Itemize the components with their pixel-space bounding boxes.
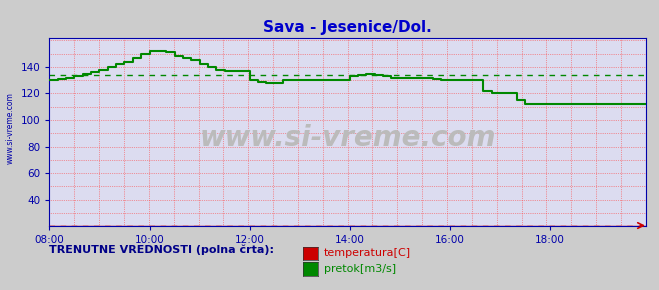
- Title: Sava - Jesenice/Dol.: Sava - Jesenice/Dol.: [263, 20, 432, 35]
- Text: temperatura[C]: temperatura[C]: [324, 248, 411, 258]
- Text: www.si-vreme.com: www.si-vreme.com: [200, 124, 496, 152]
- Text: pretok[m3/s]: pretok[m3/s]: [324, 264, 396, 274]
- Text: www.si-vreme.com: www.si-vreme.com: [5, 92, 14, 164]
- Text: TRENUTNE VREDNOSTI (polna črta):: TRENUTNE VREDNOSTI (polna črta):: [49, 244, 274, 255]
